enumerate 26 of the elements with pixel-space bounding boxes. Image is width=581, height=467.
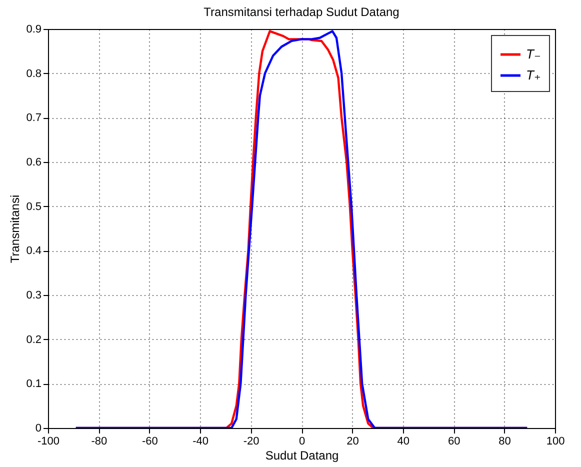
y-tick-label: 0.8 [26,68,42,80]
x-tick-label: 60 [448,436,460,448]
y-tick-label: 0.7 [26,112,42,124]
legend-label: T₊ [526,68,541,82]
x-tick-label: 20 [346,436,359,448]
x-tick-label: 100 [546,436,565,448]
y-tick-label: 0 [35,422,42,434]
x-tick-label: 40 [397,436,410,448]
y-tick-label: 0.5 [26,200,42,213]
y-tick-label: 0.3 [26,290,42,302]
x-tick-label: 80 [498,436,511,448]
x-tick-label: -60 [142,436,158,448]
x-tick-label: -20 [243,436,260,448]
y-axis-title: Transmitansi [8,194,22,264]
y-tick-label: 0.4 [26,245,42,258]
y-tick-label: 0.2 [26,334,42,346]
x-tick-label: 0 [298,436,306,448]
y-tick-label: 0.9 [26,24,42,36]
x-tick-label: -80 [91,436,108,448]
y-tick-label: 0.6 [26,156,42,168]
x-tick-label: -40 [192,436,209,448]
y-tick-label: 0.1 [26,378,42,390]
legend-label: T₋ [526,46,541,62]
chart-title: Transmitansi terhadap Sudut Datang [204,5,400,19]
x-tick-label: -100 [37,436,60,448]
x-axis-title: Sudut Datang [265,448,339,462]
